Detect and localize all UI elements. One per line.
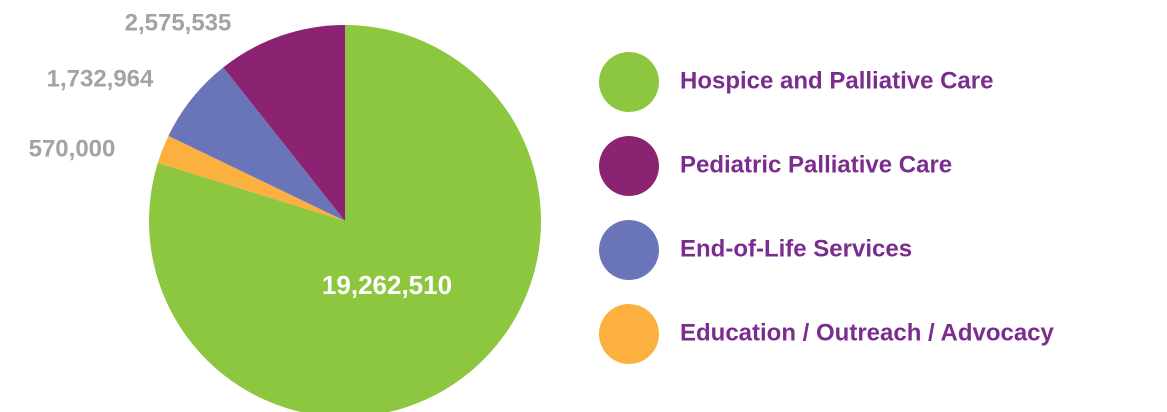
legend-swatch <box>599 220 659 280</box>
pie-slice <box>149 25 541 412</box>
legend-swatch <box>599 52 659 112</box>
legend-swatch <box>599 136 659 196</box>
legend-label: Pediatric Palliative Care <box>680 151 952 178</box>
value-label: 2,575,535 <box>125 9 232 36</box>
pie-slice <box>157 135 345 221</box>
legend-label: End-of-Life Services <box>680 235 912 262</box>
pie-slice <box>168 67 345 221</box>
legend-swatch <box>599 304 659 364</box>
value-label: 1,732,964 <box>47 65 154 92</box>
legend-label: Hospice and Palliative Care <box>680 67 993 94</box>
pie-slice <box>223 25 345 221</box>
value-label: 19,262,510 <box>322 270 452 300</box>
value-label: 570,000 <box>29 135 116 162</box>
legend-label: Education / Outreach / Advocacy <box>680 319 1055 346</box>
